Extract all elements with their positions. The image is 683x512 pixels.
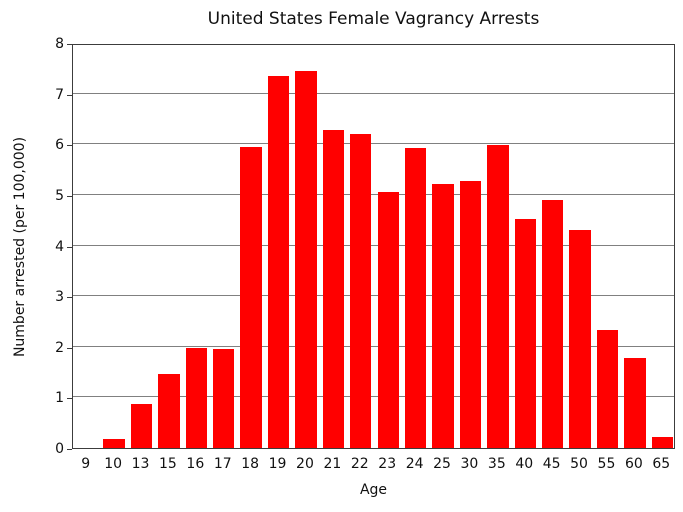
x-tick-label: 17 [213, 456, 232, 472]
bar [596, 329, 619, 448]
x-tick-label: 35 [487, 456, 506, 472]
plot-area [72, 44, 675, 449]
y-tick-label: 3 [55, 289, 64, 306]
bar [459, 180, 482, 448]
y-tick [67, 297, 72, 299]
bar [569, 229, 591, 448]
y-tick [67, 145, 72, 147]
bar [240, 147, 262, 448]
gridline [73, 92, 674, 94]
bar [404, 148, 427, 448]
x-tick-label: 10 [104, 456, 123, 472]
bar [624, 358, 646, 448]
gridline [73, 244, 674, 246]
bar [432, 184, 454, 448]
y-tick [67, 246, 72, 248]
bar [185, 347, 208, 448]
bar [377, 192, 399, 448]
x-tick-label: 55 [597, 456, 616, 472]
x-tick-label: 24 [405, 456, 424, 472]
gridline [73, 193, 674, 195]
y-tick [67, 44, 72, 45]
x-tick-label: 18 [241, 456, 260, 472]
bar [514, 218, 536, 448]
x-tick-label: 16 [186, 456, 205, 472]
x-tick-label: 19 [268, 456, 287, 472]
bar [350, 134, 372, 448]
gridline [73, 396, 674, 398]
x-tick-label: 30 [460, 456, 479, 472]
x-tick-label: 45 [542, 456, 561, 472]
y-tick-label: 5 [55, 187, 64, 204]
bar [541, 199, 564, 448]
bar [213, 348, 235, 448]
y-tick-label: 1 [55, 390, 64, 407]
bar [267, 75, 290, 448]
y-tick-label: 2 [55, 339, 64, 356]
y-tick [67, 347, 72, 349]
bar [158, 373, 180, 448]
y-tick [67, 195, 72, 197]
x-tick-label: 20 [296, 456, 314, 472]
bar [487, 144, 509, 448]
x-tick-label: 60 [624, 456, 643, 472]
y-tick-label: 7 [55, 86, 64, 103]
y-tick-label: 0 [55, 441, 64, 457]
y-tick [67, 449, 72, 450]
x-tick-label: 13 [131, 456, 150, 472]
gridline [73, 295, 674, 297]
gridline [73, 345, 674, 347]
x-tick-label: 40 [515, 456, 534, 472]
x-tick-label: 65 [652, 456, 671, 472]
y-tick-label: 6 [55, 137, 64, 154]
x-tick-label: 50 [570, 456, 588, 472]
y-tick [67, 398, 72, 400]
y-tick [67, 94, 72, 96]
x-axis-label: Age [359, 482, 388, 498]
x-tick-label: 15 [159, 456, 177, 472]
x-tick-label: 9 [81, 456, 91, 472]
x-tick-label: 25 [433, 456, 451, 472]
y-tick-label: 8 [55, 36, 64, 52]
bar [103, 439, 125, 448]
x-tick-label: 23 [378, 456, 397, 472]
bar [651, 436, 673, 448]
bar [322, 130, 345, 448]
x-tick-label: 22 [350, 456, 369, 472]
chart-title: United States Female Vagrancy Arrests [207, 9, 540, 29]
y-tick-label: 4 [55, 238, 64, 255]
x-tick-label: 21 [323, 456, 342, 472]
bar [295, 71, 317, 448]
gridline [73, 143, 674, 145]
bar [130, 403, 153, 448]
